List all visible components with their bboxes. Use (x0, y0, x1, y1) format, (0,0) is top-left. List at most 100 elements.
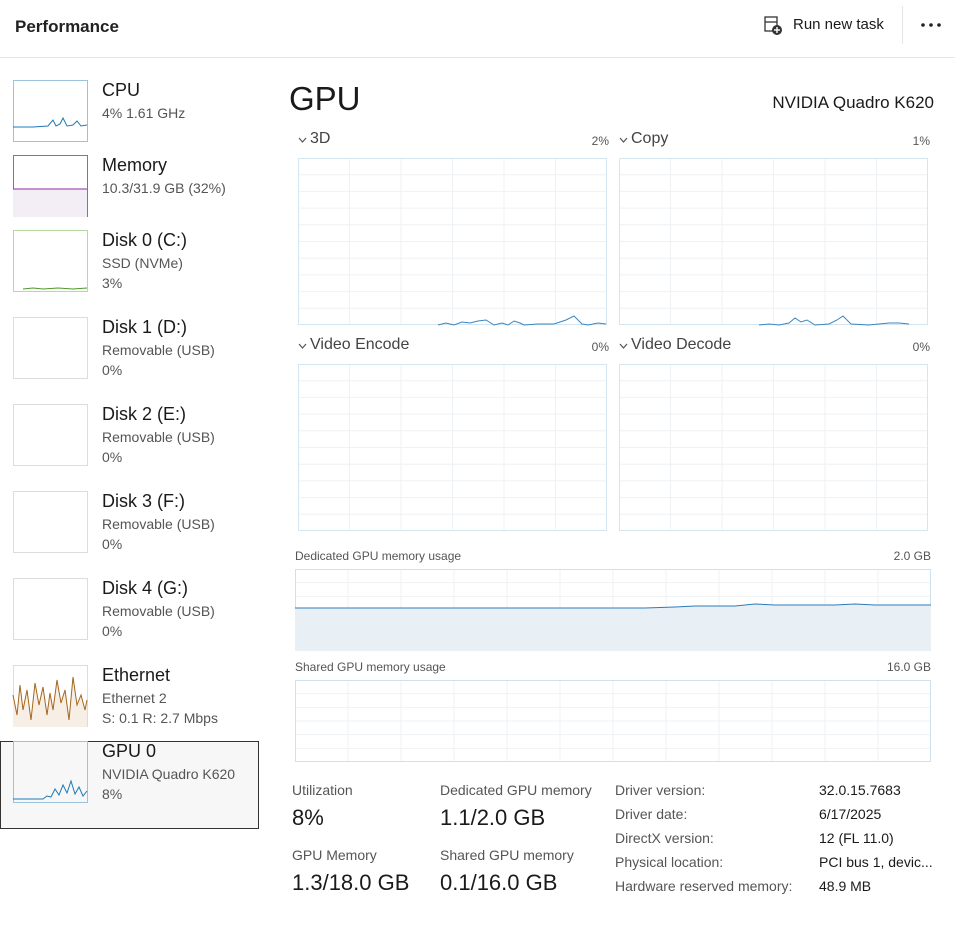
trace (758, 315, 910, 326)
item-detail: 8% (102, 786, 123, 802)
thumbnail (13, 491, 88, 553)
item-name: Ethernet (102, 665, 171, 685)
item-detail: Removable (USB) (102, 429, 215, 445)
graph-label: Copy (631, 130, 669, 147)
item-name: CPU (102, 80, 141, 100)
item-detail: 0% (102, 623, 123, 639)
graph-max: 16.0 GB (886, 660, 931, 674)
graph-value: 0% (591, 340, 609, 354)
graph-label: Shared GPU memory usage (295, 660, 446, 674)
trace (295, 603, 931, 609)
trace (437, 315, 607, 326)
item-name: Disk 4 (G:) (102, 578, 189, 598)
run-task-button[interactable]: Run new task (793, 16, 884, 33)
stat-label: Utilization (292, 782, 353, 798)
item-detail: SSD (NVMe) (102, 255, 183, 271)
detail-label: Hardware reserved memory: (615, 878, 793, 894)
item-detail: NVIDIA Quadro K620 (102, 766, 236, 782)
thumbnail (13, 317, 88, 379)
trace (13, 116, 88, 128)
graph-max: 2.0 GB (893, 549, 931, 563)
detail-value: 48.9 MB (819, 878, 872, 894)
thumbnail (13, 155, 88, 217)
item-name: Disk 0 (C:) (102, 230, 187, 250)
graph-label: Dedicated GPU memory usage (295, 549, 462, 563)
thumbnail (12, 665, 88, 727)
graph-border (13, 317, 88, 379)
graph-border (619, 364, 928, 531)
trace-fill (13, 677, 87, 727)
graph-border (13, 741, 88, 803)
item-name: Disk 3 (F:) (102, 491, 185, 511)
trace-fill (295, 604, 931, 651)
item-detail: 4% 1.61 GHz (102, 105, 186, 121)
item-name: Memory (102, 155, 168, 175)
graph-border (295, 680, 931, 762)
trace (22, 287, 88, 290)
item-detail: 0% (102, 449, 123, 465)
graph-label: Video Encode (310, 336, 410, 353)
device-name: NVIDIA Quadro K620 (772, 93, 934, 112)
item-detail: 0% (102, 362, 123, 378)
detail-value: 6/17/2025 (819, 806, 882, 822)
item-name: Disk 1 (D:) (102, 317, 187, 337)
trace (12, 676, 88, 721)
graph-value: 0% (912, 340, 930, 354)
gpu-title: GPU (289, 80, 361, 117)
chevron[interactable] (619, 137, 629, 145)
chevron[interactable] (298, 137, 308, 145)
graph-border (13, 578, 88, 640)
item-detail: Removable (USB) (102, 603, 215, 619)
thumbnail (13, 404, 88, 466)
item-detail: S: 0.1 R: 2.7 Mbps (102, 710, 218, 726)
chevron-path (298, 137, 307, 143)
chevron[interactable] (298, 343, 308, 351)
stat-value: 8% (292, 805, 324, 830)
graph-border (298, 364, 607, 531)
graph-border (13, 491, 88, 553)
graph-value: 1% (912, 134, 930, 148)
item-name: Disk 2 (E:) (102, 404, 187, 424)
detail-label: Driver date: (615, 806, 688, 822)
stat-label: Shared GPU memory (440, 847, 574, 863)
graph-label: 3D (310, 130, 331, 147)
thumbnail (13, 741, 88, 803)
trace-fill (13, 189, 87, 217)
graph-border (13, 404, 88, 466)
stat-label: GPU Memory (292, 847, 377, 863)
memory-graph (295, 680, 931, 762)
stat-value: 1.1/2.0 GB (440, 805, 546, 830)
memory-graph (295, 569, 931, 651)
chevron[interactable] (619, 343, 629, 351)
chevron-path (619, 343, 628, 349)
item-detail: Removable (USB) (102, 516, 215, 532)
item-detail: Removable (USB) (102, 342, 215, 358)
item-detail: 0% (102, 536, 123, 552)
detail-label: Driver version: (615, 782, 706, 798)
stat-label: Dedicated GPU memory (440, 782, 592, 798)
engine-graph (619, 158, 928, 326)
thumbnail (13, 230, 88, 292)
thumbnail (13, 80, 88, 142)
graph-label: Video Decode (631, 336, 732, 353)
selected-item[interactable] (0, 741, 259, 829)
stat-value: 1.3/18.0 GB (292, 870, 410, 895)
graph-border (13, 230, 88, 292)
item-name: GPU 0 (102, 741, 157, 761)
graph-value: 2% (591, 134, 609, 148)
stat-value: 0.1/16.0 GB (440, 870, 558, 895)
detail-value: 32.0.15.7683 (819, 782, 901, 798)
engine-graph (619, 364, 928, 531)
engine-graph (298, 158, 607, 326)
chevron-path (619, 137, 628, 143)
thumbnail (13, 578, 88, 640)
divider (902, 6, 903, 44)
chevron-path (298, 343, 307, 349)
engine-graph (298, 364, 607, 531)
trace (13, 779, 88, 800)
item-detail: 3% (102, 275, 123, 291)
more-button[interactable] (920, 22, 944, 30)
page-title: Performance (15, 17, 119, 36)
